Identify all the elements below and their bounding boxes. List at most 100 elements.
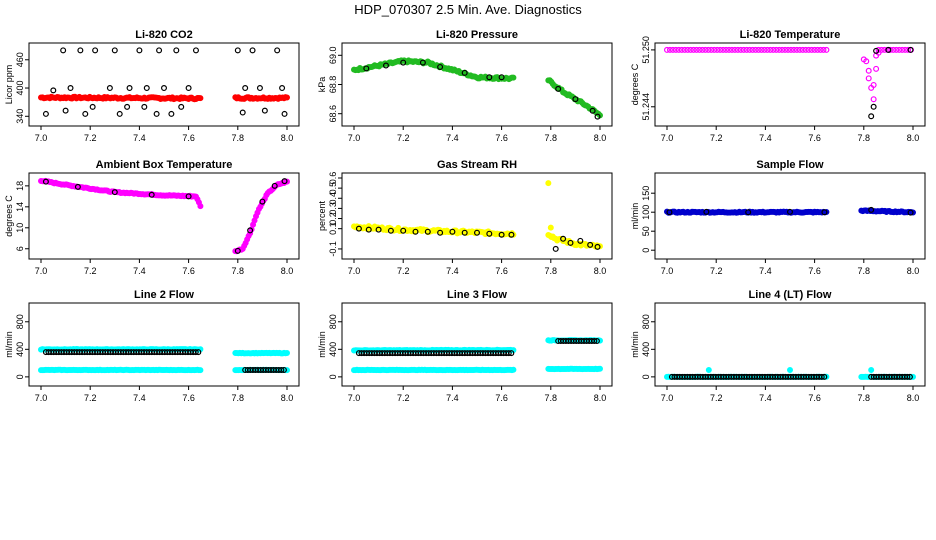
point-minmax xyxy=(461,69,468,76)
panel-6: Sample Flow ml/min 7.0 7.2 7.4 7.6 7.8 8.0 0 50 10… xyxy=(630,159,926,276)
point-avg xyxy=(505,350,512,357)
point-minmax xyxy=(178,103,185,110)
y-tick-label: 400 xyxy=(641,342,651,357)
point-avg xyxy=(817,46,824,53)
point-min xyxy=(596,365,603,372)
point-avg xyxy=(899,46,906,53)
point-minmax xyxy=(552,245,559,252)
point-avg xyxy=(675,46,682,53)
panel-title: Li-820 Temperature xyxy=(740,29,841,41)
point-avg xyxy=(896,46,903,53)
x-tick-label: 7.6 xyxy=(182,266,195,276)
x-tick-label: 7.4 xyxy=(133,266,146,276)
point-avg xyxy=(865,75,872,82)
point-minmax xyxy=(705,366,712,373)
y-tick-label: 0 xyxy=(328,374,338,379)
point-minmax xyxy=(437,229,444,236)
y-tick-label: 0 xyxy=(641,374,651,379)
point-avg xyxy=(731,46,738,53)
point-minmax xyxy=(271,182,278,189)
x-tick-label: 7.8 xyxy=(232,133,245,143)
point-avg xyxy=(702,46,709,53)
y-axis-label: kPa xyxy=(317,77,327,93)
point-avg xyxy=(681,46,688,53)
point-minmax xyxy=(355,225,362,232)
point-avg xyxy=(799,46,806,53)
point-minmax xyxy=(111,47,118,54)
point-avg xyxy=(785,46,792,53)
point-minmax xyxy=(703,208,710,215)
point-minmax xyxy=(870,103,877,110)
point-avg xyxy=(687,46,694,53)
point-avg xyxy=(782,46,789,53)
point-minmax xyxy=(89,103,96,110)
x-tick-label: 8.0 xyxy=(281,393,294,403)
point-avg xyxy=(669,46,676,53)
point-minmax xyxy=(461,229,468,236)
data-points xyxy=(351,57,603,120)
y-axis-label: degrees C xyxy=(4,195,14,237)
point-avg xyxy=(904,373,911,380)
x-tick-label: 7.0 xyxy=(661,133,674,143)
x-tick-label: 7.6 xyxy=(182,133,195,143)
point-minmax xyxy=(508,231,515,238)
y-axis-label: ml/min xyxy=(630,203,640,230)
point-max xyxy=(284,349,291,356)
point-avg xyxy=(821,373,828,380)
y-tick-label: 400 xyxy=(328,342,338,357)
point-avg xyxy=(796,46,803,53)
x-tick-label: 7.8 xyxy=(858,266,871,276)
point-avg xyxy=(197,95,204,102)
point-avg xyxy=(510,74,517,81)
point-minmax xyxy=(498,74,505,81)
y-tick-label: 400 xyxy=(15,81,25,96)
panel-9: Line 4 (LT) Flow ml/min 7.0 7.2 7.4 7.6 7.8 8.0… xyxy=(630,289,926,403)
point-minmax xyxy=(256,85,263,92)
plot-frame xyxy=(341,302,613,387)
point-minmax xyxy=(907,209,914,216)
y-tick-label: 68.6 xyxy=(328,105,338,123)
point-minmax xyxy=(242,85,249,92)
point-minmax xyxy=(387,227,394,234)
point-minmax xyxy=(279,85,286,92)
panel-3: Li-820 Temperature degrees C 7.0 7.2 7.4 7.6 7… xyxy=(630,29,926,143)
point-minmax xyxy=(234,47,241,54)
point-minmax xyxy=(173,47,180,54)
point-minmax xyxy=(868,113,875,120)
point-avg xyxy=(820,46,827,53)
point-minmax xyxy=(745,209,752,216)
point-avg xyxy=(758,46,765,53)
point-avg xyxy=(767,46,774,53)
panel-title: Li-820 Pressure xyxy=(436,29,518,41)
y-tick-label: 800 xyxy=(641,314,651,329)
point-avg xyxy=(684,46,691,53)
point-avg xyxy=(284,94,291,101)
x-tick-label: 7.8 xyxy=(545,266,558,276)
point-minmax xyxy=(594,113,601,120)
point-avg xyxy=(693,46,700,53)
data-points xyxy=(663,46,915,120)
x-tick-label: 7.4 xyxy=(759,133,772,143)
x-tick-label: 7.4 xyxy=(446,393,459,403)
point-minmax xyxy=(486,74,493,81)
point-minmax xyxy=(106,85,113,92)
point-avg xyxy=(666,46,673,53)
point-minmax xyxy=(247,227,254,234)
point-minmax xyxy=(589,107,596,114)
figure-title: HDP_070307 2.5 Min. Ave. Diagnostics xyxy=(354,2,582,17)
point-avg xyxy=(779,46,786,53)
point-minmax xyxy=(821,209,828,216)
y-tick-label: 460 xyxy=(15,52,25,67)
x-tick-label: 7.2 xyxy=(84,133,97,143)
y-tick-label: 800 xyxy=(15,314,25,329)
panels: Li-820 CO2 Licor ppm 7.0 7.2 7.4 7.6 7.8 8.0 340… xyxy=(4,29,926,403)
x-tick-label: 7.4 xyxy=(759,393,772,403)
x-tick-label: 7.6 xyxy=(808,133,821,143)
panel-title: Ambient Box Temperature xyxy=(96,159,233,171)
point-minmax xyxy=(907,46,914,53)
point-avg xyxy=(593,338,600,345)
point-avg xyxy=(905,46,912,53)
x-tick-label: 7.8 xyxy=(232,393,245,403)
point-minmax xyxy=(567,239,574,246)
